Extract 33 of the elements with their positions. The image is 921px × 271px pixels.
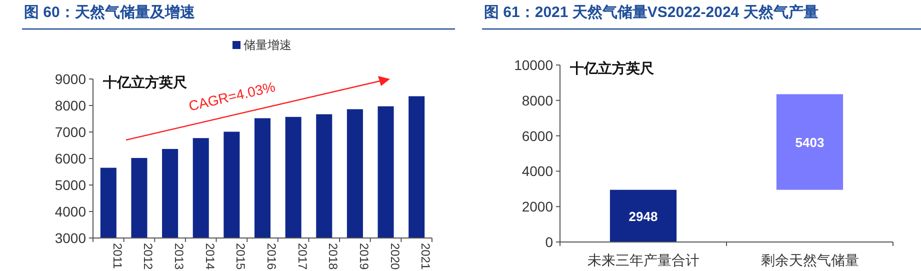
- y-tick-label: 6000: [522, 128, 554, 144]
- x-tick-label: 2013: [172, 243, 186, 270]
- y-tick-label: 3000: [54, 230, 86, 246]
- chart-title: 图 60：天然气储量及增速: [24, 4, 196, 21]
- x-tick-label: 2021: [418, 243, 433, 270]
- x-tick-label: 2016: [264, 243, 278, 270]
- data-label: 5403: [795, 135, 824, 150]
- y-tick-label: 10000: [514, 57, 554, 73]
- x-tick-label: 2018: [326, 243, 340, 270]
- data-label: 2948: [628, 208, 658, 224]
- chart-title: 图 61：2021 天然气储量VS2022-2024 天然气产量: [484, 4, 818, 21]
- y-tick-label: 0: [545, 234, 554, 250]
- y-tick-label: 8000: [522, 92, 554, 108]
- x-tick-label: 2019: [356, 243, 371, 270]
- y-tick-label: 9000: [54, 71, 86, 87]
- x-tick-label: 2011: [110, 243, 124, 270]
- y-tick-label: 4000: [522, 163, 554, 180]
- y-tick-label: 6000: [54, 150, 86, 166]
- y-axis-title: 十亿立方英尺: [569, 60, 655, 76]
- x-tick-label: 未来三年产量合计: [587, 252, 700, 268]
- x-tick-label: 2020: [388, 243, 402, 270]
- legend-label: 储量增速: [244, 38, 292, 52]
- x-tick-label: 2015: [234, 243, 248, 270]
- x-tick-label: 2017: [295, 243, 310, 270]
- x-tick-label: 2012: [141, 243, 156, 270]
- y-tick-label: 5000: [54, 177, 86, 193]
- y-axis-title: 十亿立方英尺: [102, 74, 188, 90]
- y-tick-label: 7000: [54, 124, 86, 140]
- y-tick-label: 4000: [54, 204, 86, 220]
- y-tick-label: 2000: [522, 198, 554, 215]
- y-tick-label: 8000: [54, 98, 86, 114]
- x-tick-label: 剩余天然气储量: [760, 252, 859, 268]
- x-tick-label: 2014: [202, 243, 217, 270]
